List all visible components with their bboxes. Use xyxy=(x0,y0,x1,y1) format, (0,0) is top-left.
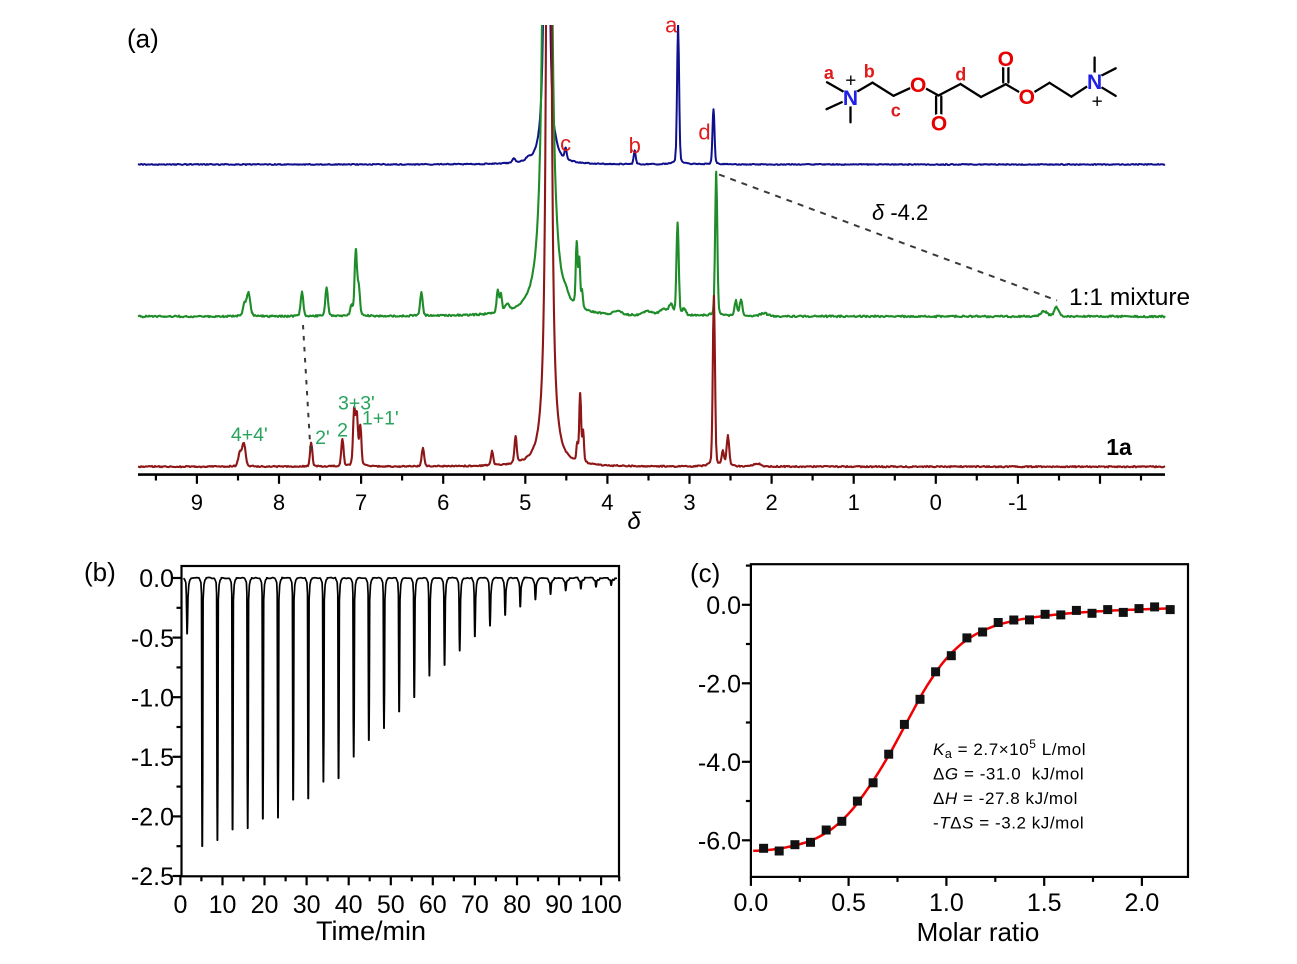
svg-text:0.0: 0.0 xyxy=(734,889,769,917)
svg-text:-2.0: -2.0 xyxy=(131,804,174,832)
svg-text:4: 4 xyxy=(601,490,613,515)
svg-text:-1: -1 xyxy=(1008,490,1028,515)
svg-text:-4.0: -4.0 xyxy=(698,749,741,777)
svg-text:-6.0: -6.0 xyxy=(698,828,741,856)
svg-text:(a): (a) xyxy=(127,24,159,54)
svg-text:1.0: 1.0 xyxy=(929,889,964,917)
svg-text:c: c xyxy=(560,131,571,156)
svg-text:8: 8 xyxy=(273,490,285,515)
svg-text:20: 20 xyxy=(251,891,279,919)
svg-text:9: 9 xyxy=(191,490,203,515)
svg-text:O: O xyxy=(931,113,947,136)
svg-text:O: O xyxy=(1019,86,1035,109)
svg-text:δ: δ xyxy=(627,508,641,535)
svg-text:2: 2 xyxy=(765,490,777,515)
svg-text:N: N xyxy=(843,87,858,110)
svg-text:O: O xyxy=(910,74,926,97)
svg-text:5: 5 xyxy=(519,490,531,515)
svg-text:2.0: 2.0 xyxy=(1125,889,1160,917)
svg-text:N: N xyxy=(1087,71,1102,94)
svg-text:c: c xyxy=(891,101,901,121)
svg-text:1+1': 1+1' xyxy=(362,407,399,429)
svg-text:30: 30 xyxy=(293,891,321,919)
svg-text:-1.5: -1.5 xyxy=(131,744,174,772)
svg-text:70: 70 xyxy=(461,891,489,919)
svg-text:60: 60 xyxy=(419,891,447,919)
svg-text:Time/min: Time/min xyxy=(316,916,426,946)
svg-text:Ka = 2.7×105 L/mol: Ka = 2.7×105 L/mol xyxy=(933,737,1086,761)
svg-text:50: 50 xyxy=(377,891,405,919)
svg-text:0: 0 xyxy=(173,891,187,919)
svg-text:+: + xyxy=(1092,92,1103,113)
svg-text:-0.5: -0.5 xyxy=(131,625,174,653)
svg-text:1: 1 xyxy=(848,490,860,515)
svg-text:90: 90 xyxy=(545,891,573,919)
svg-text:1.5: 1.5 xyxy=(1027,889,1062,917)
svg-text:3+3': 3+3' xyxy=(338,393,375,415)
svg-text:0.5: 0.5 xyxy=(831,889,866,917)
svg-text:6: 6 xyxy=(437,490,449,515)
svg-text:0.0: 0.0 xyxy=(139,565,174,593)
svg-text:2: 2 xyxy=(337,420,348,442)
svg-text:-TΔS = -3.2 kJ/mol: -TΔS = -3.2 kJ/mol xyxy=(933,814,1084,833)
svg-text:ΔH = -27.8 kJ/mol: ΔH = -27.8 kJ/mol xyxy=(933,789,1078,808)
svg-text:7: 7 xyxy=(355,490,367,515)
svg-text:b: b xyxy=(629,133,641,158)
svg-text:(c): (c) xyxy=(690,558,720,588)
svg-text:δ -4.2: δ -4.2 xyxy=(872,200,928,225)
svg-text:-2.0: -2.0 xyxy=(698,671,741,699)
svg-text:ΔG = -31.0 kJ/mol: ΔG = -31.0 kJ/mol xyxy=(933,765,1084,784)
svg-text:10: 10 xyxy=(209,891,237,919)
svg-text:-1.0: -1.0 xyxy=(131,684,174,712)
svg-text:0.0: 0.0 xyxy=(706,592,741,620)
svg-text:80: 80 xyxy=(503,891,531,919)
svg-text:4+4': 4+4' xyxy=(231,424,268,446)
svg-text:O: O xyxy=(998,48,1014,71)
svg-text:3: 3 xyxy=(683,490,695,515)
svg-text:d: d xyxy=(955,64,966,84)
svg-text:40: 40 xyxy=(335,891,363,919)
svg-text:Molar ratio: Molar ratio xyxy=(917,917,1040,947)
svg-text:(b): (b) xyxy=(84,557,116,587)
svg-text:d: d xyxy=(698,120,710,145)
svg-text:a: a xyxy=(824,63,835,83)
svg-text:1a: 1a xyxy=(1106,434,1132,460)
svg-text:2': 2' xyxy=(315,427,330,449)
svg-text:+: + xyxy=(845,71,856,92)
svg-text:b: b xyxy=(864,62,875,82)
svg-text:a: a xyxy=(665,12,678,37)
svg-text:1:1 mixture: 1:1 mixture xyxy=(1069,284,1190,311)
svg-text:-2.5: -2.5 xyxy=(131,863,174,891)
svg-text:100: 100 xyxy=(580,891,622,919)
svg-text:0: 0 xyxy=(930,490,942,515)
